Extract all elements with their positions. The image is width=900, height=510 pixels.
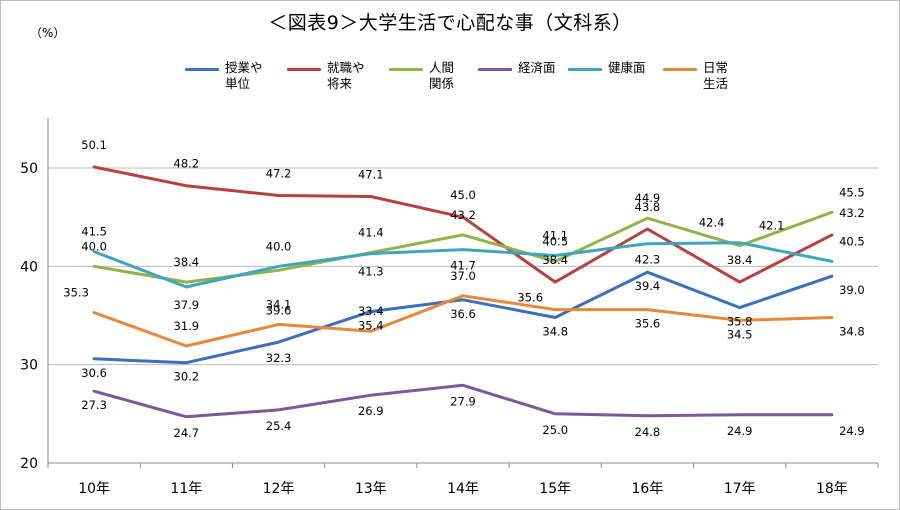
data-label: 43.2	[450, 208, 476, 222]
data-label: 25.4	[266, 419, 292, 433]
data-label: 39.6	[266, 303, 292, 317]
data-label: 25.0	[542, 423, 568, 437]
legend-label: 人間 関係	[429, 60, 455, 91]
data-label: 30.6	[81, 366, 107, 380]
data-label: 42.1	[759, 219, 785, 233]
data-label: 47.2	[266, 167, 292, 181]
series-line-5	[92, 294, 834, 348]
data-label: 27.3	[81, 398, 107, 412]
data-label: 34.5	[727, 327, 753, 341]
data-label: 34.8	[839, 324, 865, 338]
data-label: 27.9	[450, 394, 476, 408]
data-label: 24.7	[174, 426, 200, 440]
legend-swatch	[478, 68, 512, 71]
y-tick-label-50: 50	[20, 161, 38, 177]
legend-swatch	[568, 68, 602, 71]
data-label: 50.1	[81, 138, 107, 152]
data-label: 33.4	[358, 304, 384, 318]
data-label: 38.4	[542, 253, 568, 267]
x-tick-label: 12年	[263, 481, 295, 497]
legend-label: 日常 生活	[703, 60, 729, 91]
data-label: 45.0	[450, 188, 476, 202]
data-label: 41.4	[358, 226, 384, 240]
data-label: 38.4	[174, 255, 200, 269]
legend-item: 経済面	[478, 60, 556, 76]
series-line-4	[92, 241, 834, 289]
data-label: 35.6	[635, 317, 661, 331]
data-label: 43.2	[839, 206, 865, 220]
series-line-3	[92, 383, 834, 419]
legend-label: 就職や 将来	[327, 60, 365, 91]
data-label: 40.0	[81, 239, 107, 253]
data-label: 24.9	[839, 424, 865, 438]
data-label: 39.0	[839, 283, 865, 297]
legend-label: 授業や 単位	[225, 60, 263, 91]
data-label: 38.4	[727, 253, 753, 267]
y-tick-label-30: 30	[20, 358, 38, 374]
x-tick-label: 10年	[78, 481, 110, 497]
data-label: 42.4	[699, 216, 725, 230]
x-tick-label: 13年	[355, 481, 387, 497]
x-tick-label: 15年	[539, 481, 571, 497]
x-tick-label: 18年	[816, 481, 848, 497]
data-label: 47.1	[358, 168, 384, 182]
data-label: 37.0	[450, 269, 476, 283]
data-label: 45.5	[839, 185, 865, 199]
legend-swatch	[663, 68, 697, 71]
data-label: 41.1	[542, 229, 568, 243]
legend-swatch	[389, 68, 423, 71]
data-label: 40.5	[839, 234, 865, 248]
legend-item: 人間 関係	[389, 60, 454, 92]
legend-item: 授業や 単位	[185, 60, 263, 92]
data-label: 43.8	[635, 200, 661, 214]
legend-label: 経済面	[518, 60, 556, 75]
series-line-0	[92, 270, 834, 365]
data-label: 48.2	[174, 157, 200, 171]
data-label: 34.8	[542, 324, 568, 338]
data-label: 24.8	[635, 425, 661, 439]
legend-item: 日常 生活	[663, 60, 728, 92]
data-label: 24.9	[727, 424, 753, 438]
data-label: 26.9	[358, 404, 384, 418]
legend-swatch	[287, 68, 321, 71]
data-label: 35.6	[517, 291, 543, 305]
data-label: 41.3	[358, 265, 384, 279]
data-label: 40.5	[542, 234, 568, 248]
data-label: 41.7	[450, 259, 476, 273]
series-line-1	[92, 165, 834, 284]
chart-title: ＜図表9＞大学生活で心配な事（文科系）	[268, 12, 632, 34]
data-label: 35.4	[358, 319, 384, 333]
data-label: 44.9	[635, 191, 661, 205]
legend-label: 健康面	[608, 60, 646, 75]
data-label: 37.9	[174, 298, 200, 312]
y-axis-unit: （%）	[30, 26, 66, 40]
legend-item: 就職や 将来	[287, 60, 365, 92]
x-tick-label: 17年	[724, 481, 756, 497]
y-tick-label-20: 20	[20, 456, 38, 472]
data-label: 35.3	[63, 286, 89, 300]
data-label: 32.3	[266, 351, 292, 365]
data-label: 41.5	[81, 225, 107, 239]
data-label: 42.3	[635, 253, 661, 267]
x-tick-label: 11年	[170, 481, 202, 497]
data-label: 30.2	[174, 370, 200, 384]
data-label: 40.0	[266, 239, 292, 253]
x-tick-label: 14年	[447, 481, 479, 497]
legend-item: 健康面	[568, 60, 646, 76]
data-label: 35.8	[727, 315, 753, 329]
x-tick-label: 16年	[632, 481, 664, 497]
data-label: 36.6	[450, 307, 476, 321]
data-label: 34.1	[266, 297, 292, 311]
data-label: 39.4	[635, 279, 661, 293]
legend-swatch	[185, 68, 219, 71]
series-line-2	[92, 210, 834, 284]
data-label: 31.9	[174, 319, 200, 333]
y-tick-label-40: 40	[20, 259, 38, 275]
